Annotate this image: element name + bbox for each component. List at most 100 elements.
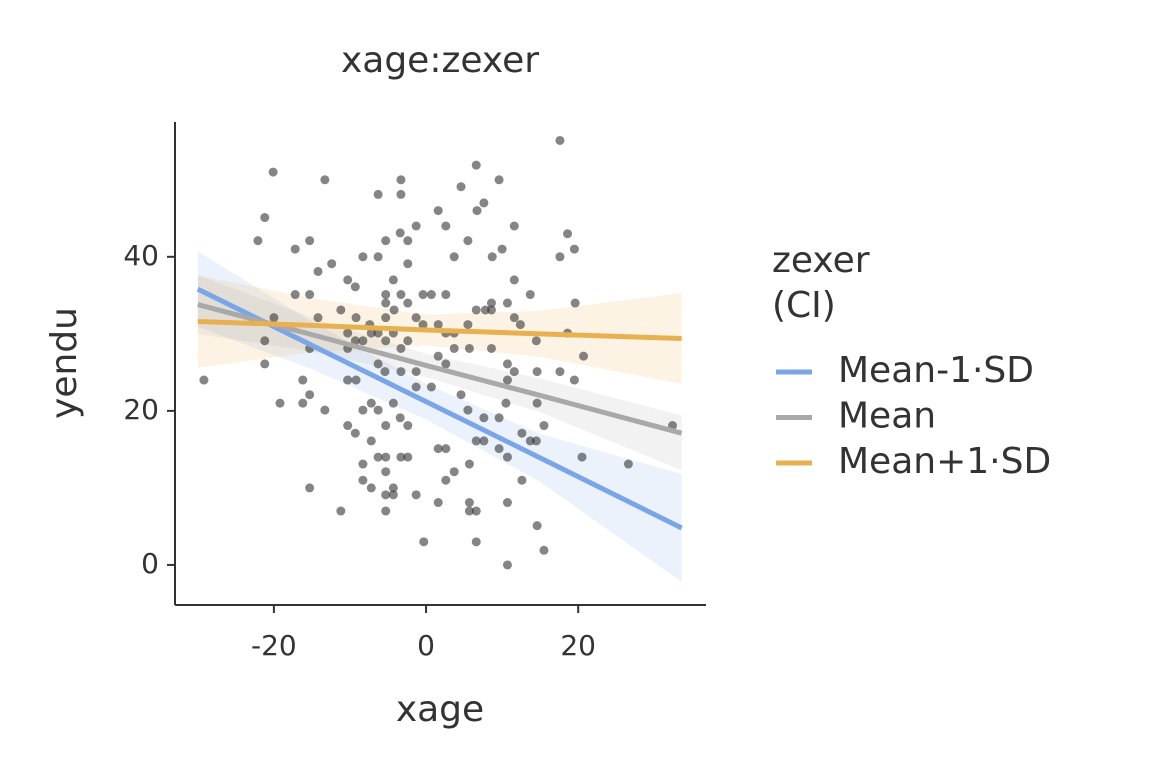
data-point	[419, 537, 429, 547]
data-point	[343, 375, 353, 385]
data-point	[358, 475, 368, 485]
data-point	[497, 244, 507, 254]
data-point	[433, 206, 443, 216]
data-point	[396, 343, 406, 353]
data-point	[350, 336, 360, 346]
data-point	[305, 390, 315, 400]
data-point	[373, 328, 383, 338]
data-point	[486, 298, 496, 308]
data-point	[449, 252, 459, 262]
data-point	[396, 452, 406, 462]
legend-label: Mean-1·SD	[838, 350, 1034, 391]
data-point	[463, 320, 473, 330]
data-point	[381, 313, 391, 323]
data-point	[456, 390, 466, 400]
data-point	[501, 398, 511, 408]
data-point	[441, 290, 451, 300]
data-point	[569, 375, 579, 385]
y-tick-label: 20	[123, 393, 159, 426]
data-point	[373, 189, 383, 199]
data-point	[517, 475, 527, 485]
data-point	[320, 175, 330, 185]
data-point	[577, 452, 587, 462]
data-point	[260, 213, 270, 223]
data-point	[569, 244, 579, 254]
data-point	[381, 452, 391, 462]
data-point	[395, 413, 405, 423]
data-point	[388, 483, 398, 493]
legend-label: Mean	[838, 396, 936, 437]
data-point	[502, 298, 512, 308]
data-point	[502, 452, 512, 462]
data-point	[531, 336, 541, 346]
legend-label: Mean+1·SD	[838, 441, 1051, 482]
data-point	[358, 252, 368, 262]
data-point	[351, 313, 361, 323]
data-point	[509, 313, 519, 323]
data-point	[509, 275, 519, 285]
data-point	[298, 398, 308, 408]
data-point	[463, 236, 473, 246]
data-point	[464, 498, 474, 508]
data-point	[298, 375, 308, 385]
data-point	[373, 405, 383, 415]
data-point	[396, 290, 406, 300]
legend-title: zexer	[772, 240, 870, 281]
y-axis-label: yendu	[44, 307, 85, 419]
data-point	[305, 483, 315, 493]
data-point	[471, 537, 481, 547]
data-point	[532, 521, 542, 531]
data-point	[268, 167, 278, 177]
data-point	[532, 367, 542, 377]
data-point	[570, 298, 580, 308]
data-point	[275, 398, 285, 408]
x-axis-label: xage	[396, 689, 484, 730]
data-point	[290, 290, 300, 300]
data-point	[479, 436, 489, 446]
data-point	[456, 182, 466, 192]
data-point	[290, 244, 300, 254]
data-point	[403, 336, 413, 346]
data-point	[471, 305, 481, 315]
x-tick-label: -20	[251, 629, 297, 662]
data-point	[373, 252, 383, 262]
data-point	[441, 221, 451, 231]
data-point	[388, 275, 398, 285]
data-point	[426, 382, 436, 392]
y-tick-label: 40	[123, 239, 159, 272]
data-point	[320, 405, 330, 415]
data-point	[388, 398, 398, 408]
data-point	[494, 444, 504, 454]
data-point	[502, 359, 512, 369]
data-point	[373, 452, 383, 462]
data-point	[471, 160, 481, 170]
data-point	[479, 198, 489, 208]
data-point	[411, 221, 421, 231]
data-point	[555, 135, 565, 145]
data-point	[441, 359, 451, 369]
data-point	[366, 398, 376, 408]
data-point	[531, 436, 541, 446]
data-point	[464, 459, 474, 469]
data-point	[433, 320, 443, 330]
data-point	[494, 175, 504, 185]
x-tick-label: 0	[417, 629, 435, 662]
data-point	[509, 221, 519, 231]
data-point	[343, 275, 353, 285]
data-point	[313, 266, 323, 276]
data-point	[403, 236, 413, 246]
data-point	[471, 506, 481, 516]
data-point	[509, 367, 519, 377]
data-point	[269, 313, 279, 323]
data-point	[502, 560, 512, 570]
x-tick-label: 20	[560, 629, 596, 662]
data-point	[350, 428, 360, 438]
data-point	[502, 375, 512, 385]
data-point	[381, 467, 391, 477]
data-point	[486, 305, 496, 315]
data-point	[396, 367, 406, 377]
data-point	[336, 506, 346, 516]
data-point	[381, 298, 391, 308]
data-point	[396, 189, 406, 199]
data-point	[441, 475, 451, 485]
